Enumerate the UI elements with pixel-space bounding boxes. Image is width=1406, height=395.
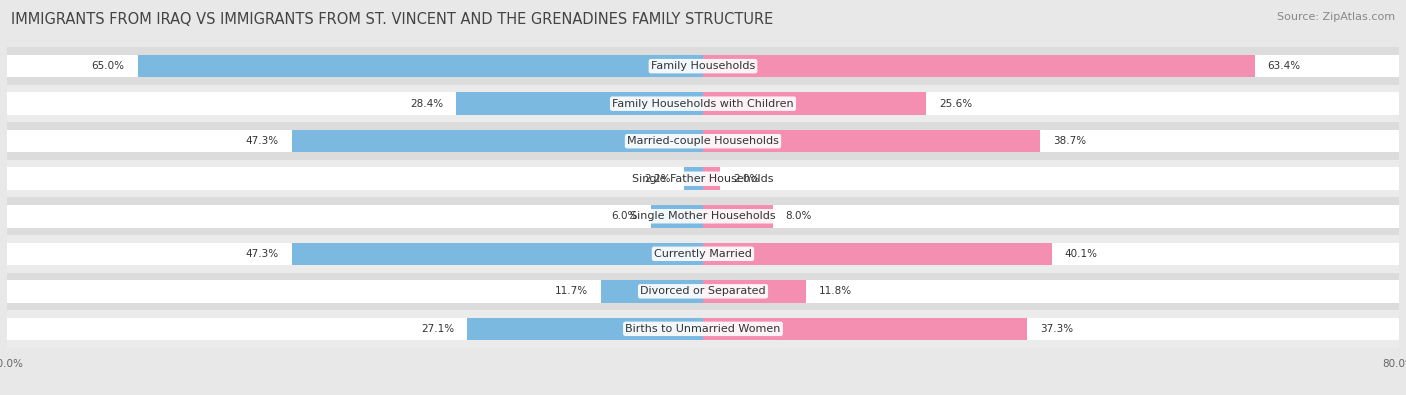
Text: 47.3%: 47.3% — [245, 249, 278, 259]
Text: 11.8%: 11.8% — [818, 286, 852, 296]
Bar — [7, 167, 1399, 190]
Text: 8.0%: 8.0% — [786, 211, 813, 221]
Bar — [7, 85, 1399, 122]
Bar — [7, 122, 1399, 160]
Bar — [7, 235, 1399, 273]
Text: 28.4%: 28.4% — [409, 99, 443, 109]
Bar — [467, 318, 703, 340]
Text: 2.0%: 2.0% — [734, 174, 759, 184]
Bar — [703, 243, 1052, 265]
Bar — [7, 47, 1399, 85]
Bar — [703, 92, 925, 115]
Text: 25.6%: 25.6% — [939, 99, 972, 109]
Bar — [291, 243, 703, 265]
Text: Married-couple Households: Married-couple Households — [627, 136, 779, 146]
Bar — [7, 310, 1399, 348]
Text: Divorced or Separated: Divorced or Separated — [640, 286, 766, 296]
Text: Source: ZipAtlas.com: Source: ZipAtlas.com — [1277, 12, 1395, 22]
Bar — [703, 205, 773, 228]
Bar — [291, 130, 703, 152]
Text: 11.7%: 11.7% — [555, 286, 588, 296]
Bar — [703, 280, 806, 303]
Bar — [602, 280, 703, 303]
Text: 80.0%: 80.0% — [1382, 359, 1406, 369]
Text: Single Father Households: Single Father Households — [633, 174, 773, 184]
Bar — [7, 55, 1399, 77]
Bar — [703, 130, 1039, 152]
Text: Single Mother Households: Single Mother Households — [630, 211, 776, 221]
Bar — [651, 205, 703, 228]
Text: Family Households: Family Households — [651, 61, 755, 71]
Bar — [7, 280, 1399, 303]
Text: 6.0%: 6.0% — [612, 211, 638, 221]
Bar — [683, 167, 703, 190]
Text: 63.4%: 63.4% — [1268, 61, 1301, 71]
Text: 37.3%: 37.3% — [1040, 324, 1074, 334]
Bar — [7, 198, 1399, 235]
Bar — [456, 92, 703, 115]
Text: Currently Married: Currently Married — [654, 249, 752, 259]
Bar — [703, 167, 720, 190]
Bar — [138, 55, 703, 77]
Bar — [7, 130, 1399, 152]
Text: 2.2%: 2.2% — [644, 174, 671, 184]
Text: Family Households with Children: Family Households with Children — [612, 99, 794, 109]
Text: 40.1%: 40.1% — [1064, 249, 1098, 259]
Bar — [7, 160, 1399, 198]
Text: IMMIGRANTS FROM IRAQ VS IMMIGRANTS FROM ST. VINCENT AND THE GRENADINES FAMILY ST: IMMIGRANTS FROM IRAQ VS IMMIGRANTS FROM … — [11, 12, 773, 27]
Bar — [7, 92, 1399, 115]
Text: 27.1%: 27.1% — [420, 324, 454, 334]
Bar — [7, 205, 1399, 228]
Text: 65.0%: 65.0% — [91, 61, 125, 71]
Bar — [7, 243, 1399, 265]
Bar — [7, 273, 1399, 310]
Bar — [703, 55, 1254, 77]
Bar — [703, 318, 1028, 340]
Text: 38.7%: 38.7% — [1053, 136, 1085, 146]
Text: 47.3%: 47.3% — [245, 136, 278, 146]
Bar — [7, 318, 1399, 340]
Text: 80.0%: 80.0% — [0, 359, 24, 369]
Text: Births to Unmarried Women: Births to Unmarried Women — [626, 324, 780, 334]
